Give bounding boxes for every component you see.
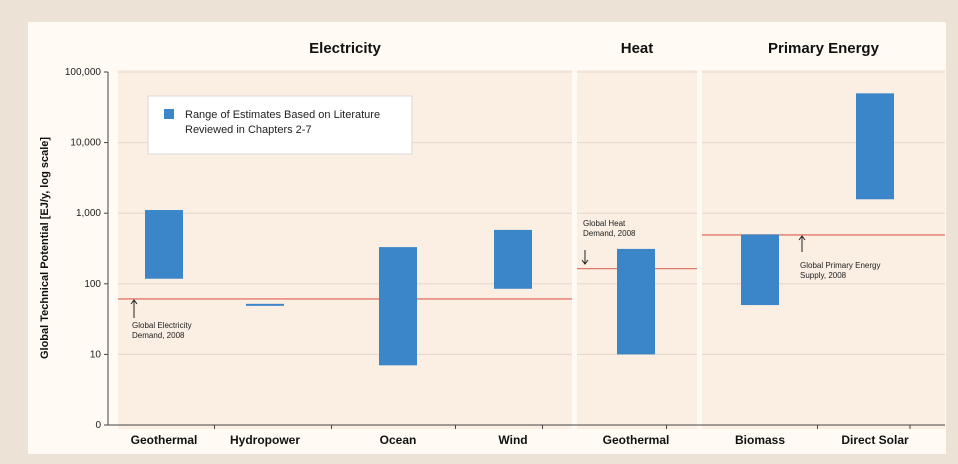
x-category-label: Geothermal <box>131 433 198 447</box>
range-bar <box>379 247 417 366</box>
annotation-arrowhead <box>798 235 806 241</box>
x-category-label: Biomass <box>735 433 785 447</box>
panel-title: Primary Energy <box>768 40 880 57</box>
annotation-arrowhead <box>130 299 138 305</box>
x-category-label: Direct Solar <box>841 433 909 447</box>
range-bar <box>856 93 894 200</box>
annotation-text: Global Electricity <box>132 321 192 330</box>
annotation-arrowhead <box>581 259 589 265</box>
panel-background <box>702 70 945 429</box>
annotation-text: Global Primary Energy <box>800 261 880 270</box>
x-category-label: Wind <box>498 433 527 447</box>
annotation-text: Demand, 2008 <box>583 229 636 238</box>
panel-title: Electricity <box>309 40 381 57</box>
legend-swatch <box>164 109 174 119</box>
y-tick-label: 10,000 <box>70 138 101 149</box>
x-category-label: Ocean <box>380 433 417 447</box>
y-tick-label: 10 <box>90 349 102 360</box>
x-category-label: Hydropower <box>230 433 300 447</box>
range-bar <box>145 210 183 279</box>
range-bar <box>741 234 779 306</box>
range-bar <box>617 248 655 355</box>
legend-label: Range of Estimates Based on Literature <box>185 109 380 121</box>
panel-title: Heat <box>621 40 654 57</box>
annotation-text: Global Heat <box>583 219 626 228</box>
y-tick-label: 1,000 <box>76 208 101 219</box>
annotation-text: Demand, 2008 <box>132 331 185 340</box>
x-category-label: Geothermal <box>603 433 670 447</box>
annotation-text: Supply, 2008 <box>800 271 847 280</box>
legend-label: Reviewed in Chapters 2-7 <box>185 124 312 136</box>
y-tick-label: 100,000 <box>65 67 102 78</box>
legend-box <box>147 95 413 155</box>
y-tick-label: 0 <box>95 420 101 431</box>
range-bar <box>246 303 284 306</box>
range-bar <box>494 229 532 289</box>
y-axis-title: Global Technical Potential [EJ/y, log sc… <box>39 137 51 359</box>
y-tick-label: 100 <box>84 279 101 290</box>
